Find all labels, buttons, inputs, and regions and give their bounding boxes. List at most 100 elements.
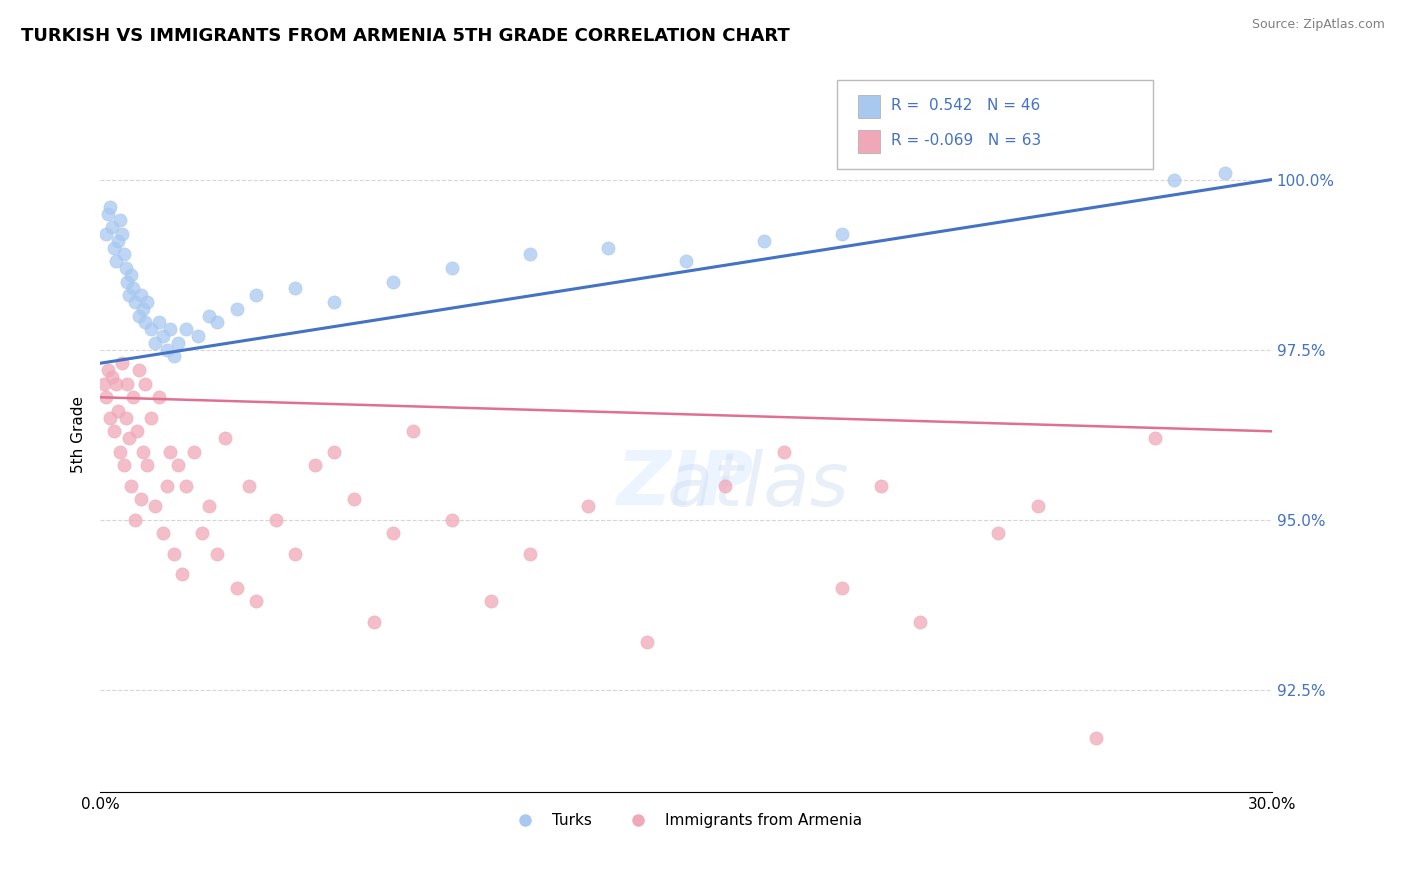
Point bbox=[214, 431, 236, 445]
Point bbox=[183, 444, 205, 458]
Point bbox=[174, 479, 197, 493]
Point bbox=[143, 335, 166, 350]
Point bbox=[987, 526, 1010, 541]
Point bbox=[167, 335, 190, 350]
Point bbox=[401, 425, 423, 439]
Text: atlas: atlas bbox=[523, 449, 848, 521]
Point bbox=[139, 322, 162, 336]
Point bbox=[174, 322, 197, 336]
Point bbox=[284, 281, 307, 295]
Point bbox=[97, 363, 120, 377]
Point bbox=[108, 444, 131, 458]
Point bbox=[103, 425, 125, 439]
Point bbox=[107, 234, 129, 248]
Point bbox=[152, 329, 174, 343]
Point bbox=[98, 410, 121, 425]
Point bbox=[382, 526, 405, 541]
Point bbox=[101, 369, 124, 384]
Point bbox=[117, 376, 139, 391]
Point bbox=[519, 247, 541, 261]
Point bbox=[114, 410, 136, 425]
Text: TURKISH VS IMMIGRANTS FROM ARMENIA 5TH GRADE CORRELATION CHART: TURKISH VS IMMIGRANTS FROM ARMENIA 5TH G… bbox=[21, 27, 790, 45]
Point bbox=[323, 295, 346, 310]
Point bbox=[167, 458, 190, 473]
Point bbox=[104, 376, 127, 391]
Point bbox=[114, 260, 136, 275]
Point bbox=[910, 615, 932, 629]
Point bbox=[198, 499, 221, 513]
Point bbox=[343, 492, 366, 507]
Point bbox=[752, 234, 775, 248]
Point bbox=[139, 410, 162, 425]
Point bbox=[1213, 166, 1236, 180]
Point bbox=[831, 227, 853, 241]
Point bbox=[136, 458, 159, 473]
Point bbox=[440, 260, 463, 275]
Point bbox=[831, 581, 853, 595]
Point bbox=[636, 635, 658, 649]
Point bbox=[108, 213, 131, 227]
Point bbox=[198, 309, 221, 323]
Point bbox=[112, 458, 135, 473]
Point bbox=[172, 567, 194, 582]
Point bbox=[675, 254, 697, 268]
Point bbox=[323, 444, 346, 458]
Point bbox=[129, 492, 152, 507]
Point bbox=[264, 513, 287, 527]
Point bbox=[97, 206, 120, 220]
Point bbox=[159, 322, 181, 336]
Point bbox=[238, 479, 260, 493]
Point bbox=[124, 295, 146, 310]
Point bbox=[134, 315, 156, 329]
Point bbox=[155, 343, 177, 357]
Point bbox=[152, 526, 174, 541]
Point bbox=[576, 499, 599, 513]
Point bbox=[479, 594, 502, 608]
Point bbox=[159, 444, 181, 458]
Point bbox=[1085, 731, 1108, 745]
Text: Source: ZipAtlas.com: Source: ZipAtlas.com bbox=[1251, 18, 1385, 31]
Text: R = -0.069   N = 63: R = -0.069 N = 63 bbox=[891, 134, 1042, 148]
Point bbox=[98, 200, 121, 214]
Point bbox=[304, 458, 326, 473]
Point bbox=[870, 479, 893, 493]
Point bbox=[1163, 172, 1185, 186]
Point bbox=[190, 526, 212, 541]
Point bbox=[118, 431, 141, 445]
Point bbox=[207, 547, 229, 561]
Point bbox=[440, 513, 463, 527]
Point bbox=[163, 350, 186, 364]
Point bbox=[120, 268, 142, 282]
Point bbox=[519, 547, 541, 561]
Text: R =  0.542   N = 46: R = 0.542 N = 46 bbox=[891, 98, 1040, 112]
Point bbox=[94, 390, 117, 404]
Point bbox=[155, 479, 177, 493]
Point bbox=[382, 275, 405, 289]
Point bbox=[118, 288, 141, 302]
Point bbox=[128, 309, 150, 323]
Point bbox=[93, 376, 115, 391]
Point bbox=[122, 281, 145, 295]
Point bbox=[117, 275, 139, 289]
Point bbox=[107, 404, 129, 418]
Y-axis label: 5th Grade: 5th Grade bbox=[72, 396, 86, 473]
Point bbox=[110, 227, 132, 241]
Point bbox=[363, 615, 385, 629]
Point bbox=[596, 241, 619, 255]
Point bbox=[148, 315, 170, 329]
Point bbox=[129, 288, 152, 302]
Point bbox=[772, 444, 794, 458]
Point bbox=[187, 329, 209, 343]
Point bbox=[284, 547, 307, 561]
Point bbox=[134, 376, 156, 391]
Point bbox=[132, 301, 155, 316]
Point bbox=[714, 479, 737, 493]
Point bbox=[207, 315, 229, 329]
Point bbox=[120, 479, 142, 493]
Point bbox=[1026, 499, 1049, 513]
Point bbox=[163, 547, 186, 561]
Point bbox=[122, 390, 145, 404]
Point bbox=[94, 227, 117, 241]
Point bbox=[225, 581, 247, 595]
Legend: Turks, Immigrants from Armenia: Turks, Immigrants from Armenia bbox=[503, 807, 869, 834]
